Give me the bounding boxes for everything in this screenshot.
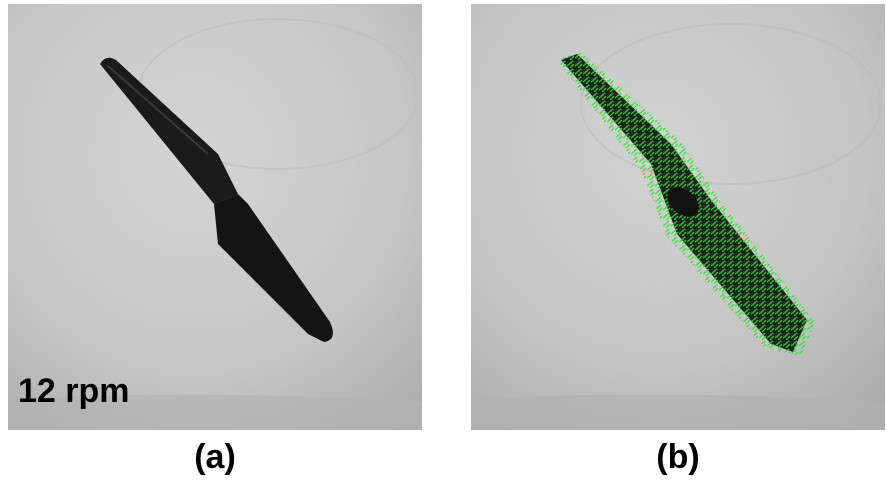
caption-b: (b)	[656, 438, 700, 476]
floor-shadow	[8, 394, 422, 430]
rpm-label: 12 rpm	[18, 372, 130, 410]
panel-b-flow-vectors-photo	[471, 4, 885, 430]
caption-a: (a)	[194, 438, 236, 476]
propeller-photo-b	[471, 4, 885, 430]
propeller-with-vectors	[557, 52, 815, 356]
gray-background	[8, 4, 422, 430]
floor-shadow	[471, 394, 885, 430]
propeller	[100, 57, 333, 342]
faint-circle	[580, 23, 882, 185]
propeller-photo-a	[8, 4, 422, 430]
panel-a-propeller-photo: 12 rpm	[8, 4, 422, 430]
